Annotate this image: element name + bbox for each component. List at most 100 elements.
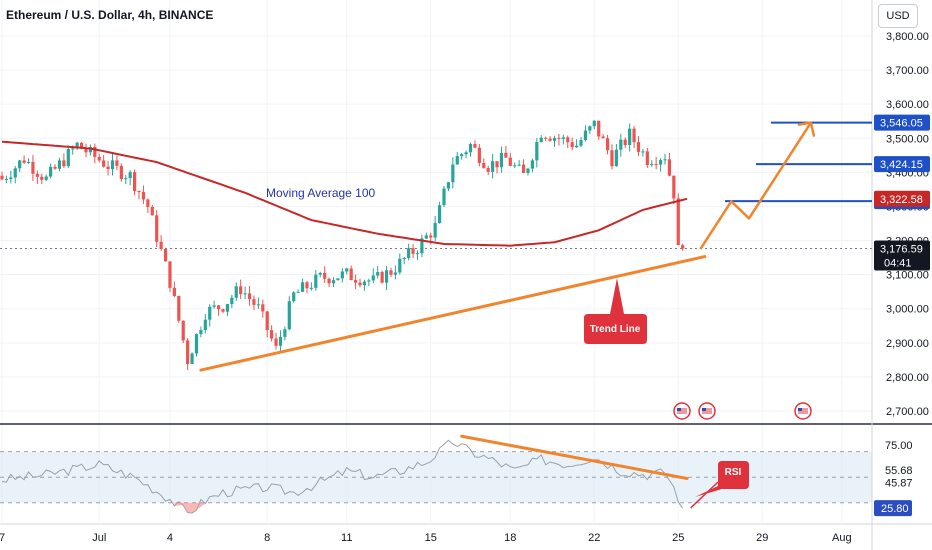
candle-body <box>544 137 548 139</box>
candle-body <box>318 272 322 275</box>
candle-body <box>415 253 420 255</box>
candle-body <box>566 137 570 143</box>
candle-body <box>535 142 539 161</box>
candle-body <box>84 148 88 153</box>
candle-body <box>345 268 349 272</box>
candle-body <box>22 160 26 163</box>
candle-body <box>605 138 610 151</box>
candle-body <box>429 235 433 238</box>
rsi-tick-label: 55.68 <box>885 465 913 477</box>
rsi-line <box>1 439 684 514</box>
candle-body <box>194 334 199 354</box>
us-flag-canton <box>677 408 681 411</box>
candle-body <box>468 144 473 153</box>
candle-body <box>570 142 574 148</box>
trend-line[interactable] <box>199 255 707 372</box>
candle-body <box>119 165 123 179</box>
horizontal-levels[interactable] <box>725 121 872 203</box>
rsi-callout[interactable]: RSI <box>695 461 749 497</box>
projection-path[interactable] <box>699 121 812 250</box>
candle-body <box>323 272 327 279</box>
candle-body <box>672 175 676 199</box>
candle-body <box>393 272 397 275</box>
candle-body <box>13 168 17 178</box>
candle-body <box>146 199 150 207</box>
candle-body <box>261 304 265 312</box>
candle-body <box>658 160 663 165</box>
time-tick-label: 29 <box>756 532 768 544</box>
candle-body <box>367 280 371 282</box>
candle-body <box>216 305 221 310</box>
price-tick-label: 2,900.00 <box>886 338 929 350</box>
time-tick-label: 25 <box>672 532 684 544</box>
candle-body <box>278 336 283 346</box>
candle-body <box>35 173 39 177</box>
currency-button[interactable]: USD <box>878 4 918 28</box>
candle-body <box>451 164 455 183</box>
rsi-pointer-line[interactable] <box>690 481 719 509</box>
candle-body <box>239 286 243 295</box>
candle-body <box>4 179 9 181</box>
candle-body <box>561 137 565 139</box>
trend-line-callout-shape <box>584 278 647 344</box>
candle-body <box>588 126 592 131</box>
candle-body <box>274 338 278 346</box>
candle-body <box>636 142 641 152</box>
candle-body <box>309 287 313 289</box>
candle-body <box>106 166 110 170</box>
time-tick-label: 11 <box>341 532 352 544</box>
trend-line-label: Trend Line <box>590 324 641 335</box>
candle-body <box>460 154 464 157</box>
rsi-value-badge <box>874 500 912 517</box>
price-tick-label: 3,600.00 <box>886 99 929 111</box>
rsi-oversold-fill <box>174 502 206 514</box>
candle-body <box>79 142 84 149</box>
us-flag-stripes <box>798 408 808 414</box>
rsi-divergence-line[interactable] <box>460 434 689 480</box>
time-axis-ticks: 7 Jul 4 8 11 15 18 22 25 29 Aug <box>0 532 852 544</box>
candle-body <box>221 309 225 312</box>
price-tick-label: 3,800.00 <box>886 31 929 43</box>
moving-average-100-line[interactable] <box>1 140 688 247</box>
event-flags[interactable] <box>673 402 812 420</box>
candle-body <box>681 245 685 249</box>
candle-body <box>230 297 234 305</box>
candle-body <box>66 148 70 167</box>
candle-body <box>252 299 256 305</box>
candle-body <box>486 168 490 172</box>
candle-body <box>354 280 358 283</box>
candle-body <box>557 137 561 139</box>
candle-body <box>548 138 552 141</box>
candle-body <box>225 304 230 312</box>
candle-body <box>186 340 190 365</box>
price-tick-label: 3,000.00 <box>886 304 929 316</box>
candle-body <box>552 137 557 141</box>
time-tick-label: 8 <box>264 532 270 544</box>
time-tick-label: Aug <box>832 532 852 544</box>
candle-body <box>619 139 623 150</box>
trend-line-callout[interactable]: Trend Line <box>584 278 647 344</box>
candle-body <box>539 137 543 143</box>
candle-body <box>172 287 176 296</box>
candle-body <box>349 268 353 281</box>
candle-body <box>513 165 517 167</box>
candle-body <box>141 192 146 200</box>
candle-body <box>455 156 459 165</box>
moving-average-label[interactable]: Moving Average 100 <box>266 186 376 200</box>
candle-body <box>592 120 596 127</box>
candle-body <box>49 166 53 177</box>
price-tick-label: 2,800.00 <box>886 372 929 384</box>
candle-body <box>583 130 588 141</box>
candle-body <box>477 147 481 163</box>
candle-body <box>521 164 526 173</box>
candle-body <box>128 172 132 179</box>
candle-body <box>420 238 424 254</box>
last-price-badge-text: 3,176.59 <box>880 244 923 256</box>
price-badges: 3,546.053,424.153,315.513,322.583,176.59… <box>874 114 930 271</box>
rsi-tick-label: 25.80 <box>881 503 909 515</box>
candle-body <box>159 241 163 249</box>
candle-body <box>641 151 645 153</box>
candle-body <box>424 235 428 239</box>
